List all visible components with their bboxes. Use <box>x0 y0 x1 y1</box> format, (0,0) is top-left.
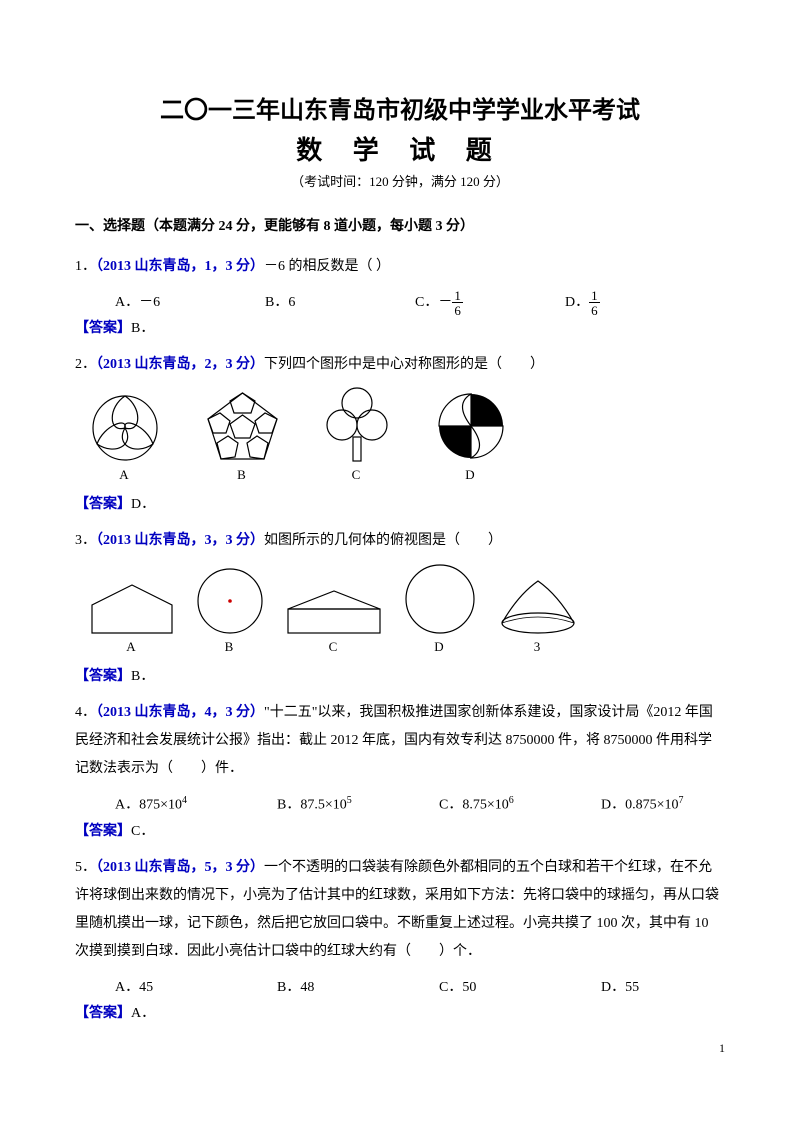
house-pentagon-icon <box>90 583 174 635</box>
q2-label-b: B <box>205 467 280 483</box>
q3-ref: （2013 山东青岛，3，3 分） <box>96 533 264 548</box>
section-1-heading: 一、选择题（本题满分 24 分，更能够有 8 道小题，每小题 3 分） <box>75 215 725 235</box>
q3-fig-d: D <box>404 563 476 655</box>
question-1: 1．（2013 山东青岛，1，3 分）－6 的相反数是（ ） <box>75 253 725 281</box>
q2-label-c: C <box>325 467 389 483</box>
q4-d-sup: 7 <box>679 795 684 806</box>
circle-icon <box>404 563 476 635</box>
pinwheel-icon <box>434 389 508 463</box>
answer-value: A． <box>131 1006 155 1021</box>
q2-fig-c: C <box>325 387 389 483</box>
q5-num: 5． <box>75 860 96 875</box>
exam-page: 二〇一三年山东青岛市初级中学学业水平考试 数 学 试 题 （考试时间：120 分… <box>0 0 800 1076</box>
exam-info: （考试时间：120 分钟，满分 120 分） <box>75 171 725 190</box>
q1-stem: －6 的相反数是（ ） <box>264 259 390 274</box>
q3-fig-c: C <box>286 589 382 655</box>
q1-options: A．－6 B．6 C．－16 D．16 <box>75 289 725 317</box>
q2-fig-b: B <box>205 391 280 483</box>
q3-label-b: B <box>196 639 264 655</box>
main-title: 二〇一三年山东青岛市初级中学学业水平考试 <box>75 90 725 125</box>
q2-fig-a: A <box>90 393 160 483</box>
q4-b-sup: 5 <box>347 795 352 806</box>
fraction-icon: 16 <box>589 289 600 317</box>
cone-icon <box>498 575 578 635</box>
q5-opt-a: A．45 <box>115 974 277 1002</box>
q2-label-d: D <box>434 467 508 483</box>
q5-opt-b: B．48 <box>277 974 439 1002</box>
circle-dot-icon <box>196 567 264 635</box>
answer-label: 【答案】 <box>75 321 131 336</box>
q3-label-c: C <box>286 639 382 655</box>
q3-label-a: A <box>90 639 174 655</box>
q3-fig-solid: 3 <box>498 575 578 655</box>
q4-opt-d: D．0.875×107 <box>601 791 763 820</box>
question-2: 2．（2013 山东青岛，2，3 分）下列四个图形中是中心对称图形的是（ ） <box>75 351 725 379</box>
q1-opt-d: D．16 <box>565 289 715 317</box>
q4-b-text: B．87.5×10 <box>277 798 347 813</box>
answer-value: C． <box>131 824 154 839</box>
q3-figures: A B C D <box>75 563 725 655</box>
q2-figures: A B C <box>75 387 725 483</box>
q5-ref: （2013 山东青岛，5，3 分） <box>96 860 264 875</box>
answer-value: D． <box>131 497 155 512</box>
q4-d-text: D．0.875×10 <box>601 798 679 813</box>
q4-num: 4． <box>75 705 96 720</box>
q1-opt-c: C．－16 <box>415 289 565 317</box>
q3-fig-b: B <box>196 567 264 655</box>
answer-label: 【答案】 <box>75 497 131 512</box>
clover-icon <box>325 387 389 463</box>
q3-stem: 如图所示的几何体的俯视图是（ ） <box>264 533 502 548</box>
question-5: 5．（2013 山东青岛，5，3 分）一个不透明的口袋装有除颜色外都相同的五个白… <box>75 854 725 966</box>
frac-num: 1 <box>452 289 463 303</box>
q2-answer: 【答案】D． <box>75 493 725 513</box>
q1-ref: （2013 山东青岛，1，3 分） <box>96 259 264 274</box>
pentagon-rosette-icon <box>205 391 280 463</box>
question-3: 3．（2013 山东青岛，3，3 分）如图所示的几何体的俯视图是（ ） <box>75 527 725 555</box>
q2-stem: 下列四个图形中是中心对称图形的是（ ） <box>264 357 544 372</box>
q1-opt-a: A．－6 <box>115 289 265 317</box>
q5-options: A．45 B．48 C．50 D．55 <box>75 974 725 1002</box>
q3-fig-a: A <box>90 583 174 655</box>
q4-opt-c: C．8.75×106 <box>439 791 601 820</box>
q2-num: 2． <box>75 357 96 372</box>
trefoil-icon <box>90 393 160 463</box>
q4-options: A．875×104 B．87.5×105 C．8.75×106 D．0.875×… <box>75 791 725 820</box>
q3-label-fig: 3 <box>498 639 578 655</box>
answer-label: 【答案】 <box>75 669 131 684</box>
q4-opt-a: A．875×104 <box>115 791 277 820</box>
q4-a-sup: 4 <box>182 795 187 806</box>
question-4: 4．（2013 山东青岛，4，3 分）"十二五"以来，我国积极推进国家创新体系建… <box>75 699 725 783</box>
q5-answer: 【答案】A． <box>75 1002 725 1022</box>
sub-title: 数 学 试 题 <box>75 130 725 167</box>
answer-label: 【答案】 <box>75 824 131 839</box>
q4-ref: （2013 山东青岛，4，3 分） <box>96 705 264 720</box>
answer-value: B． <box>131 321 154 336</box>
q1-answer: 【答案】B． <box>75 317 725 337</box>
frac-den: 6 <box>452 303 463 317</box>
q2-fig-d: D <box>434 389 508 483</box>
q5-opt-c: C．50 <box>439 974 601 1002</box>
fraction-icon: 16 <box>452 289 463 317</box>
q3-num: 3． <box>75 533 96 548</box>
answer-label: 【答案】 <box>75 1006 131 1021</box>
q1-opt-b: B．6 <box>265 289 415 317</box>
q4-a-text: A．875×10 <box>115 798 182 813</box>
q4-answer: 【答案】C． <box>75 820 725 840</box>
q2-ref: （2013 山东青岛，2，3 分） <box>96 357 264 372</box>
q1-num: 1． <box>75 259 96 274</box>
q3-label-d: D <box>404 639 476 655</box>
q3-answer: 【答案】B． <box>75 665 725 685</box>
page-number: 1 <box>719 1041 725 1056</box>
frac-num: 1 <box>589 289 600 303</box>
q4-c-sup: 6 <box>509 795 514 806</box>
q4-c-text: C．8.75×10 <box>439 798 509 813</box>
q1-c-pre: C．－ <box>415 295 452 310</box>
q5-opt-d: D．55 <box>601 974 763 1002</box>
q1-d-pre: D． <box>565 295 589 310</box>
q4-opt-b: B．87.5×105 <box>277 791 439 820</box>
q2-label-a: A <box>90 467 160 483</box>
rect-triangle-icon <box>286 589 382 635</box>
frac-den: 6 <box>589 303 600 317</box>
answer-value: B． <box>131 669 154 684</box>
